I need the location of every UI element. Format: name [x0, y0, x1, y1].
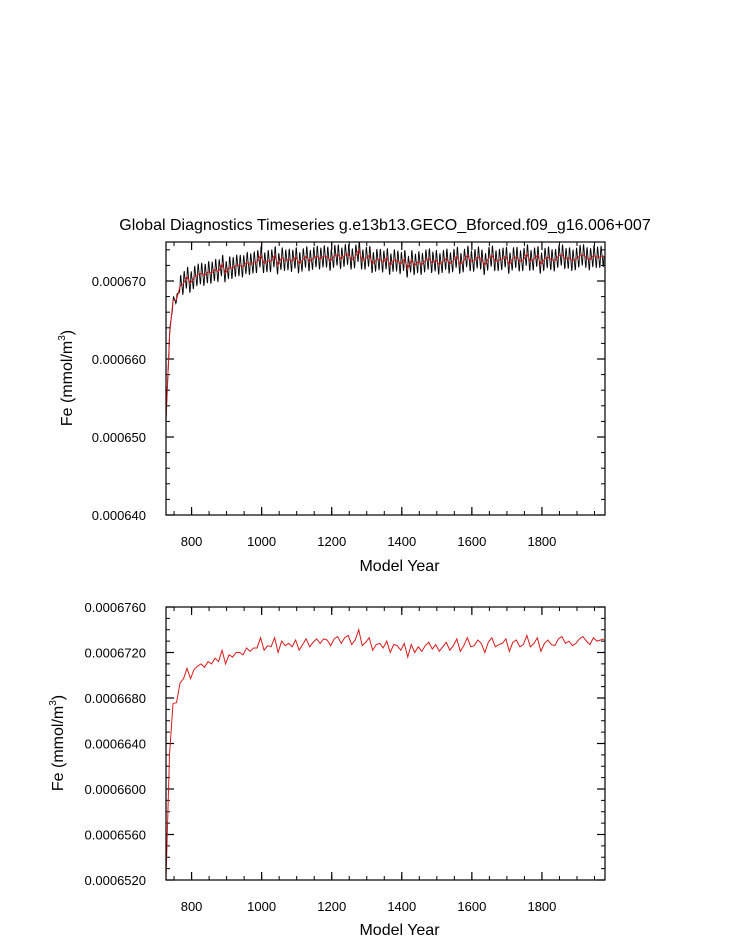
series-group	[166, 627, 605, 880]
y-axis-label-superscript: 3	[57, 335, 68, 341]
chart-title: Global Diagnostics Timeseries g.e13b13.G…	[119, 217, 651, 234]
x-tick-label: 1800	[527, 899, 556, 914]
y-tick-label: 0.000640	[92, 508, 146, 523]
y-tick-label: 0.0006640	[85, 737, 146, 752]
x-tick-label: 1400	[387, 534, 416, 549]
x-axis-label: Model Year	[359, 922, 440, 939]
series-line-annual	[166, 248, 605, 422]
plot-frame	[165, 606, 606, 881]
y-axis-label-text: Fe (mmol/m	[59, 341, 76, 426]
x-tick-label: 1400	[387, 899, 416, 914]
y-tick-label: 0.0006680	[85, 691, 146, 706]
y-axis-label-close: )	[59, 330, 76, 335]
x-tick-label: 1600	[457, 534, 486, 549]
y-axis-label-close: )	[50, 695, 67, 700]
y-axis-label: Fe (mmol/m3)	[57, 330, 76, 426]
x-tick-label: 800	[181, 899, 203, 914]
y-tick-label: 0.0006600	[85, 782, 146, 797]
y-axis-label-text: Fe (mmol/m	[50, 706, 67, 791]
plot-frame	[165, 241, 606, 516]
series-group	[166, 242, 605, 422]
x-axis-label: Model Year	[359, 558, 440, 575]
y-axis-label: Fe (mmol/m3)	[48, 695, 67, 791]
y-tick-label: 0.000660	[92, 352, 146, 367]
x-tick-label: 1200	[317, 899, 346, 914]
x-tick-label: 1000	[247, 534, 276, 549]
x-tick-label: 1200	[317, 534, 346, 549]
y-tick-label: 0.0006520	[85, 873, 146, 888]
x-tick-label: 1600	[457, 899, 486, 914]
y-tick-label: 0.000650	[92, 430, 146, 445]
chart-panel-1: 800 1000 1200 1400 1600 1800 0.000640 0.000650 0…	[57, 241, 606, 575]
x-tick-label: 800	[181, 534, 203, 549]
series-line-annual	[166, 627, 605, 880]
y-tick-label: 0.000670	[92, 274, 146, 289]
y-tick-label: 0.0006560	[85, 828, 146, 843]
x-tick-label: 1800	[527, 534, 556, 549]
x-tick-label: 1000	[247, 899, 276, 914]
y-tick-label: 0.0006720	[85, 646, 146, 661]
chart-panel-2: 800 1000 1200 1400 1600 1800 0.0006520 0.000656…	[48, 600, 606, 939]
y-tick-label: 0.0006760	[85, 600, 146, 615]
y-axis-label-superscript: 3	[48, 700, 59, 706]
